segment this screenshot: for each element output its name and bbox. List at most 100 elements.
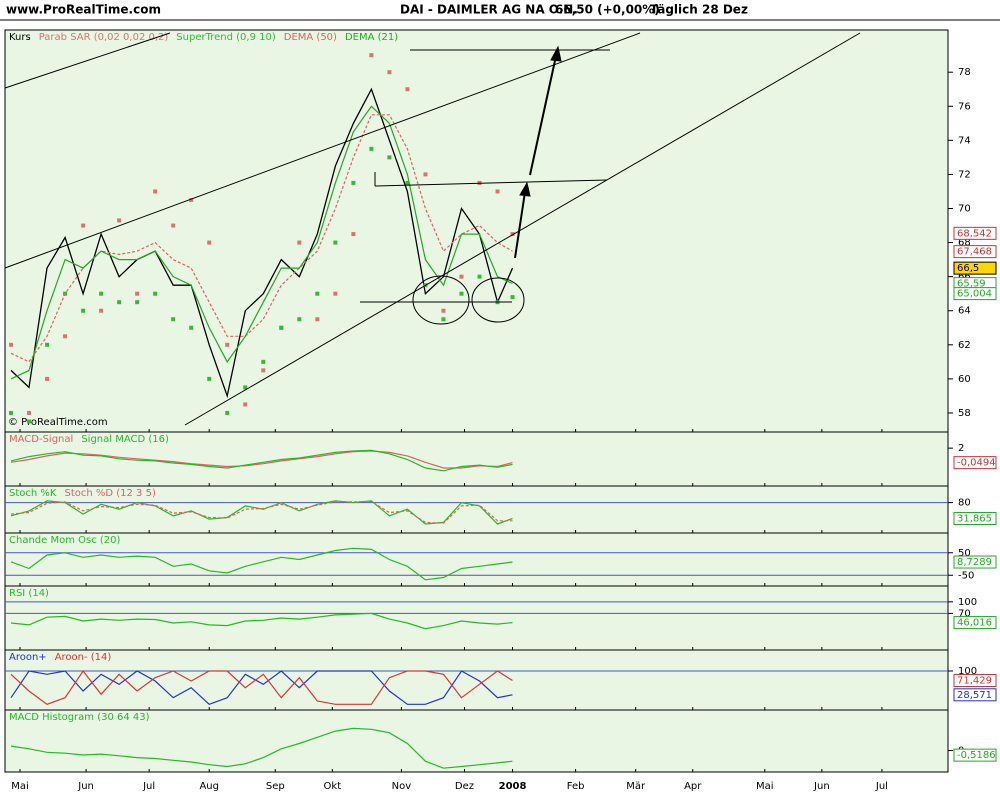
- y-tick-label: -50: [958, 570, 974, 581]
- sar-dot: [477, 274, 482, 279]
- value-tag-label: -0,0494: [957, 458, 996, 469]
- y-tick-label: 62: [958, 340, 971, 351]
- value-tag-label: 8,7289: [957, 557, 992, 568]
- sar-dot: [405, 180, 410, 185]
- sar-dot: [405, 87, 410, 92]
- x-tick-label: Sep: [266, 781, 285, 792]
- x-tick-label: Okt: [324, 781, 342, 792]
- value-tag: [953, 748, 997, 762]
- panels: 5860626466687072747678© ProRealTime.comK…: [4, 29, 997, 792]
- series-line: [10, 105, 513, 380]
- x-tick-label: Feb: [567, 781, 585, 792]
- x-tick-label: Jul: [142, 781, 155, 792]
- sar-dot: [387, 70, 392, 75]
- value-tag-label: 68,542: [957, 228, 992, 239]
- sar-dot: [207, 376, 212, 381]
- sar-dot: [117, 300, 122, 305]
- series-line: [10, 670, 513, 705]
- y-tick-label: 60: [958, 374, 971, 385]
- sar-dot: [459, 291, 464, 296]
- trend-line: [4, 32, 641, 269]
- x-tick-label: Dez: [455, 781, 474, 792]
- series-line: [10, 500, 513, 524]
- sar-dot: [45, 342, 50, 347]
- x-tick-label: Jun: [813, 781, 830, 792]
- arrow-head: [519, 181, 531, 197]
- sar-dot: [171, 317, 176, 322]
- legend-entry: MACD Histogram (30 64 43): [9, 712, 150, 723]
- trend-line: [4, 32, 171, 89]
- value-tag-label: 28,571: [957, 690, 992, 701]
- value-tag: [953, 245, 997, 259]
- value-tag: [953, 616, 997, 630]
- y-tick-label: 2: [958, 443, 964, 454]
- series-line: [10, 450, 513, 469]
- arrow-head: [550, 45, 562, 62]
- y-tick-label: 76: [958, 101, 971, 112]
- level-line: [374, 179, 608, 187]
- period: Täglich 28 Dez: [650, 3, 748, 17]
- value-tag-label: 65,004: [957, 289, 992, 300]
- value-tag-label: 71,429: [957, 676, 992, 687]
- sar-dot: [117, 218, 122, 223]
- sar-dot: [459, 274, 464, 279]
- circle: [412, 275, 470, 325]
- sar-dot: [243, 402, 248, 407]
- sar-dot: [153, 291, 158, 296]
- legend-entry: Stoch %D (12 3 5): [64, 488, 155, 499]
- y-tick-label: 72: [958, 169, 971, 180]
- value-tag: [953, 261, 997, 275]
- legend-entry: RSI (14): [9, 588, 49, 599]
- instrument: DAI - DAIMLER AG NA O.N.: [400, 3, 578, 17]
- y-tick-label: 70: [958, 203, 971, 214]
- sar-dot: [207, 240, 212, 245]
- sar-dot: [63, 334, 68, 339]
- y-tick-label: 68: [958, 238, 971, 249]
- sar-dot: [495, 189, 500, 194]
- legend-entry: DEMA (21): [345, 32, 398, 43]
- sar-dot: [27, 410, 32, 415]
- sar-dot: [441, 317, 446, 322]
- series-line: [10, 669, 513, 705]
- sar-dot: [9, 410, 14, 415]
- x-tick-label: 2008: [499, 781, 527, 792]
- sar-dot: [27, 419, 32, 424]
- sar-dot: [243, 385, 248, 390]
- legend-entry: DEMA (50): [284, 32, 337, 43]
- circle: [471, 277, 525, 323]
- sar-dot: [510, 295, 515, 300]
- x-tick-label: Nov: [392, 781, 412, 792]
- legend-entry: Kurs: [9, 32, 31, 43]
- x-tick-label: Mai: [11, 781, 29, 792]
- sar-dot: [81, 223, 86, 228]
- sar-dot: [333, 291, 338, 296]
- value-tag: [953, 674, 997, 688]
- value-tag-label: 65,59: [957, 279, 986, 290]
- y-tick-label: 100: [958, 597, 977, 608]
- sar-dot: [510, 232, 515, 237]
- series-line: [10, 727, 513, 769]
- value-tag-label: 67,468: [957, 247, 992, 258]
- site: www.ProRealTime.com: [6, 3, 161, 17]
- value-tag-label: -0,5186: [957, 750, 996, 761]
- sar-dot: [225, 410, 230, 415]
- sar-dot: [315, 317, 320, 322]
- value-tag: [953, 688, 997, 702]
- sar-dot: [135, 300, 140, 305]
- sar-dot: [99, 308, 104, 313]
- series-line: [10, 547, 513, 581]
- legend-entry: SuperTrend (0,9 10): [176, 32, 276, 43]
- y-tick-label: 58: [958, 408, 971, 419]
- panel: [4, 29, 949, 433]
- panel: [4, 431, 949, 487]
- x-tick-label: Mär: [626, 781, 646, 792]
- value-tag: [953, 456, 997, 470]
- x-tick-label: Mai: [756, 781, 774, 792]
- y-tick-label: 64: [958, 306, 971, 317]
- sar-dot: [153, 189, 158, 194]
- y-tick-label: 78: [958, 67, 971, 78]
- series-line: [10, 500, 513, 525]
- sar-dot: [333, 240, 338, 245]
- sar-dot: [135, 291, 140, 296]
